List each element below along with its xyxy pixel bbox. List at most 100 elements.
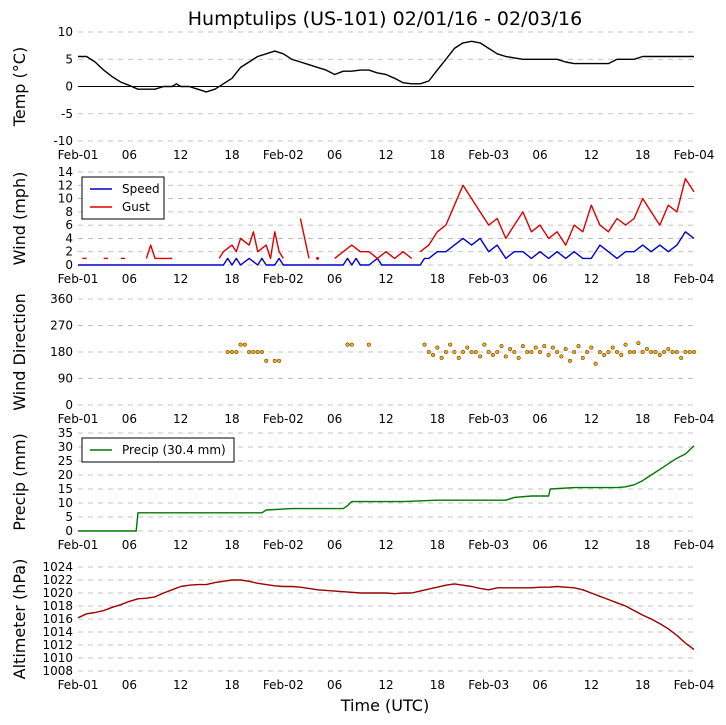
altimeter-x-tick-label: 12 [584,678,599,692]
wind_dir-point [495,350,500,355]
wind_dir-point [602,352,607,357]
wind_dir-point [264,358,269,363]
wind_dir-x-tick-label: 12 [378,412,393,426]
altimeter-x-tick-label: Feb-03 [468,678,509,692]
wind-line [145,244,173,260]
temp-x-tick-label: Feb-02 [263,148,304,162]
precip-y-tick-label: 5 [65,510,73,524]
precip-y-tick-label: 10 [58,496,73,510]
wind_dir-x-tick-label: 18 [635,412,650,426]
wind_dir-point [426,350,431,355]
wind_dir-y-tick-label: 180 [50,345,73,359]
wind_dir-point [533,345,538,350]
wind_dir-x-tick-label: Feb-03 [468,412,509,426]
wind_dir-point [345,342,350,347]
altimeter-x-tick-label: Feb-01 [58,678,99,692]
wind_dir-point [679,355,684,360]
wind_dir-point [478,354,483,359]
wind_dir-point [486,350,491,355]
wind-line [334,244,413,260]
wind_dir-point [272,358,277,363]
wind_dir-point [692,350,697,355]
wind_dir-point [255,350,260,355]
wind_dir-point [585,350,590,355]
wind_dir-point [508,347,513,352]
precip-y-tick-label: 15 [58,482,73,496]
wind_dir-point [469,350,474,355]
precip-x-tick-label: 06 [532,538,547,552]
temp-x-tick-label: 18 [430,148,445,162]
altimeter-x-tick-label: 12 [173,678,188,692]
precip-y-tick-label: 25 [58,454,73,468]
wind_dir-point [499,344,504,349]
precip-x-tick-label: 12 [584,538,599,552]
altimeter-y-tick-label: 1020 [42,586,73,600]
precip-series-precip-30-4-mm [78,445,695,532]
wind_dir-point [366,342,371,347]
wind-legend-box [81,176,165,220]
altimeter-x-tick-label: 12 [378,678,393,692]
wind-line [299,218,310,259]
temp-y-tick-label: 10 [58,25,73,39]
wind-x-tick-label: Feb-01 [58,272,99,286]
wind_dir-point [657,352,662,357]
temp-y-tick-label: 5 [65,52,73,66]
wind_dir-point [674,350,679,355]
wind-y-tick-label: 2 [65,245,73,259]
wind_dir-point [247,350,252,355]
wind_dir-point [576,344,581,349]
altimeter-y-tick-label: 1008 [42,664,73,678]
wind-line [419,177,695,253]
wind_dir-point [435,345,440,350]
wind_dir-point [632,350,637,355]
wind-x-tick-label: 18 [430,272,445,286]
wind_dir-point [461,350,466,355]
wind_dir-point [670,350,675,355]
altimeter-x-tick-label: Feb-04 [674,678,715,692]
wind_dir-point [619,352,624,357]
wind-y-tick-label: 10 [58,192,73,206]
precip-x-tick-label: 18 [635,538,650,552]
wind_dir-point [563,347,568,352]
precip-legend-box [81,437,235,463]
wind-line [78,231,695,266]
wind_dir-point [666,347,671,352]
precip-x-tick-label: Feb-01 [58,538,99,552]
wind_dir-point [572,350,577,355]
wind_dir-point [503,354,508,359]
wind_dir-x-tick-label: 12 [173,412,188,426]
wind_dir-point [238,342,243,347]
wind-y-tick-label: 8 [65,205,73,219]
wind-x-tick-label: Feb-02 [263,272,304,286]
wind_dir-point [482,342,487,347]
wind_dir-x-tick-label: 06 [327,412,342,426]
wind_dir-x-tick-label: Feb-02 [263,412,304,426]
wind_dir-y-tick-label: 90 [58,372,73,386]
wind_dir-x-tick-label: 18 [430,412,445,426]
wind_dir-x-tick-label: 12 [584,412,599,426]
wind_dir-point [251,350,256,355]
wind-x-tick-label: 06 [532,272,547,286]
wind_dir-point [683,350,688,355]
wind_dir-point [687,350,692,355]
precip-x-tick-label: 12 [173,538,188,552]
wind_dir-point [615,350,620,355]
precip-x-tick-label: Feb-04 [674,538,715,552]
wind-x-tick-label: 12 [584,272,599,286]
wind-x-tick-label: 12 [173,272,188,286]
altimeter-x-tick-label: 18 [224,678,239,692]
wind-legend-entry: Gust [122,200,150,214]
wind_dir-point [662,350,667,355]
temp-x-tick-label: 06 [532,148,547,162]
temp-x-tick-label: 12 [173,148,188,162]
wind_dir-point [529,350,534,355]
altimeter-y-tick-label: 1014 [42,625,73,639]
wind_dir-point [627,350,632,355]
wind_dir-point [653,350,658,355]
altimeter-y-axis-label: Altimeter (hPa) [10,559,29,680]
wind_dir-point [520,344,525,349]
precip-y-tick-label: 30 [58,440,73,454]
wind_dir-point [229,350,234,355]
